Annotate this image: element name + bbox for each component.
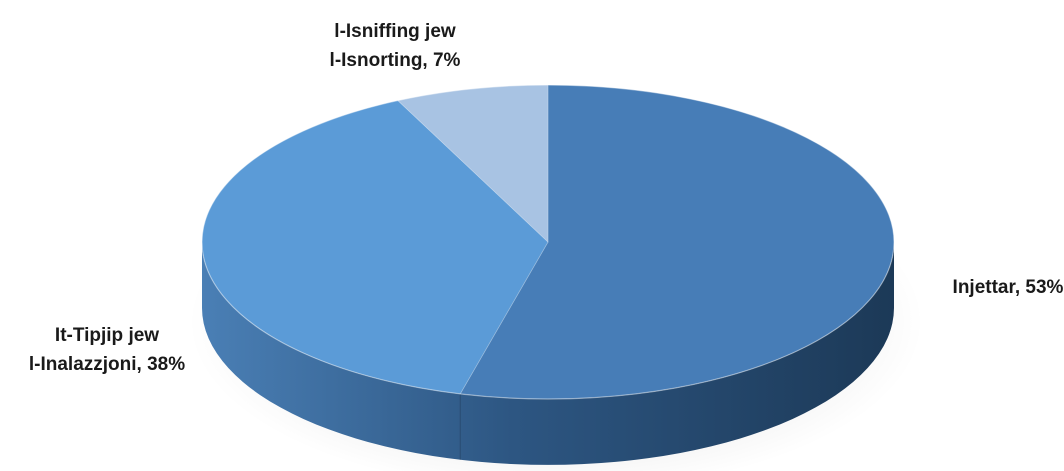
slice-label-0: Injettar, 53% (953, 277, 1064, 298)
slice-label-1: It-Tipjip jew l-Inalazzjoni, 38% (29, 325, 185, 375)
pie-slice-0 (459, 84, 895, 400)
slice-label-line: Injettar, 53% (953, 277, 1064, 298)
slice-label-line: l-Inalazzjoni, 38% (29, 354, 185, 375)
pie-slice-2 (397, 84, 549, 243)
slice-label-line: l-Isnorting, 7% (330, 50, 461, 71)
pie-side-wall (202, 242, 894, 465)
slice-label-2: l-Isniffing jew l-Isnorting, 7% (330, 21, 461, 71)
pie-rim (201, 84, 895, 400)
slice-label-line: l-Isniffing jew (334, 21, 456, 42)
slice-label-line: It-Tipjip jew (55, 325, 159, 346)
pie-slice-1 (201, 100, 549, 395)
